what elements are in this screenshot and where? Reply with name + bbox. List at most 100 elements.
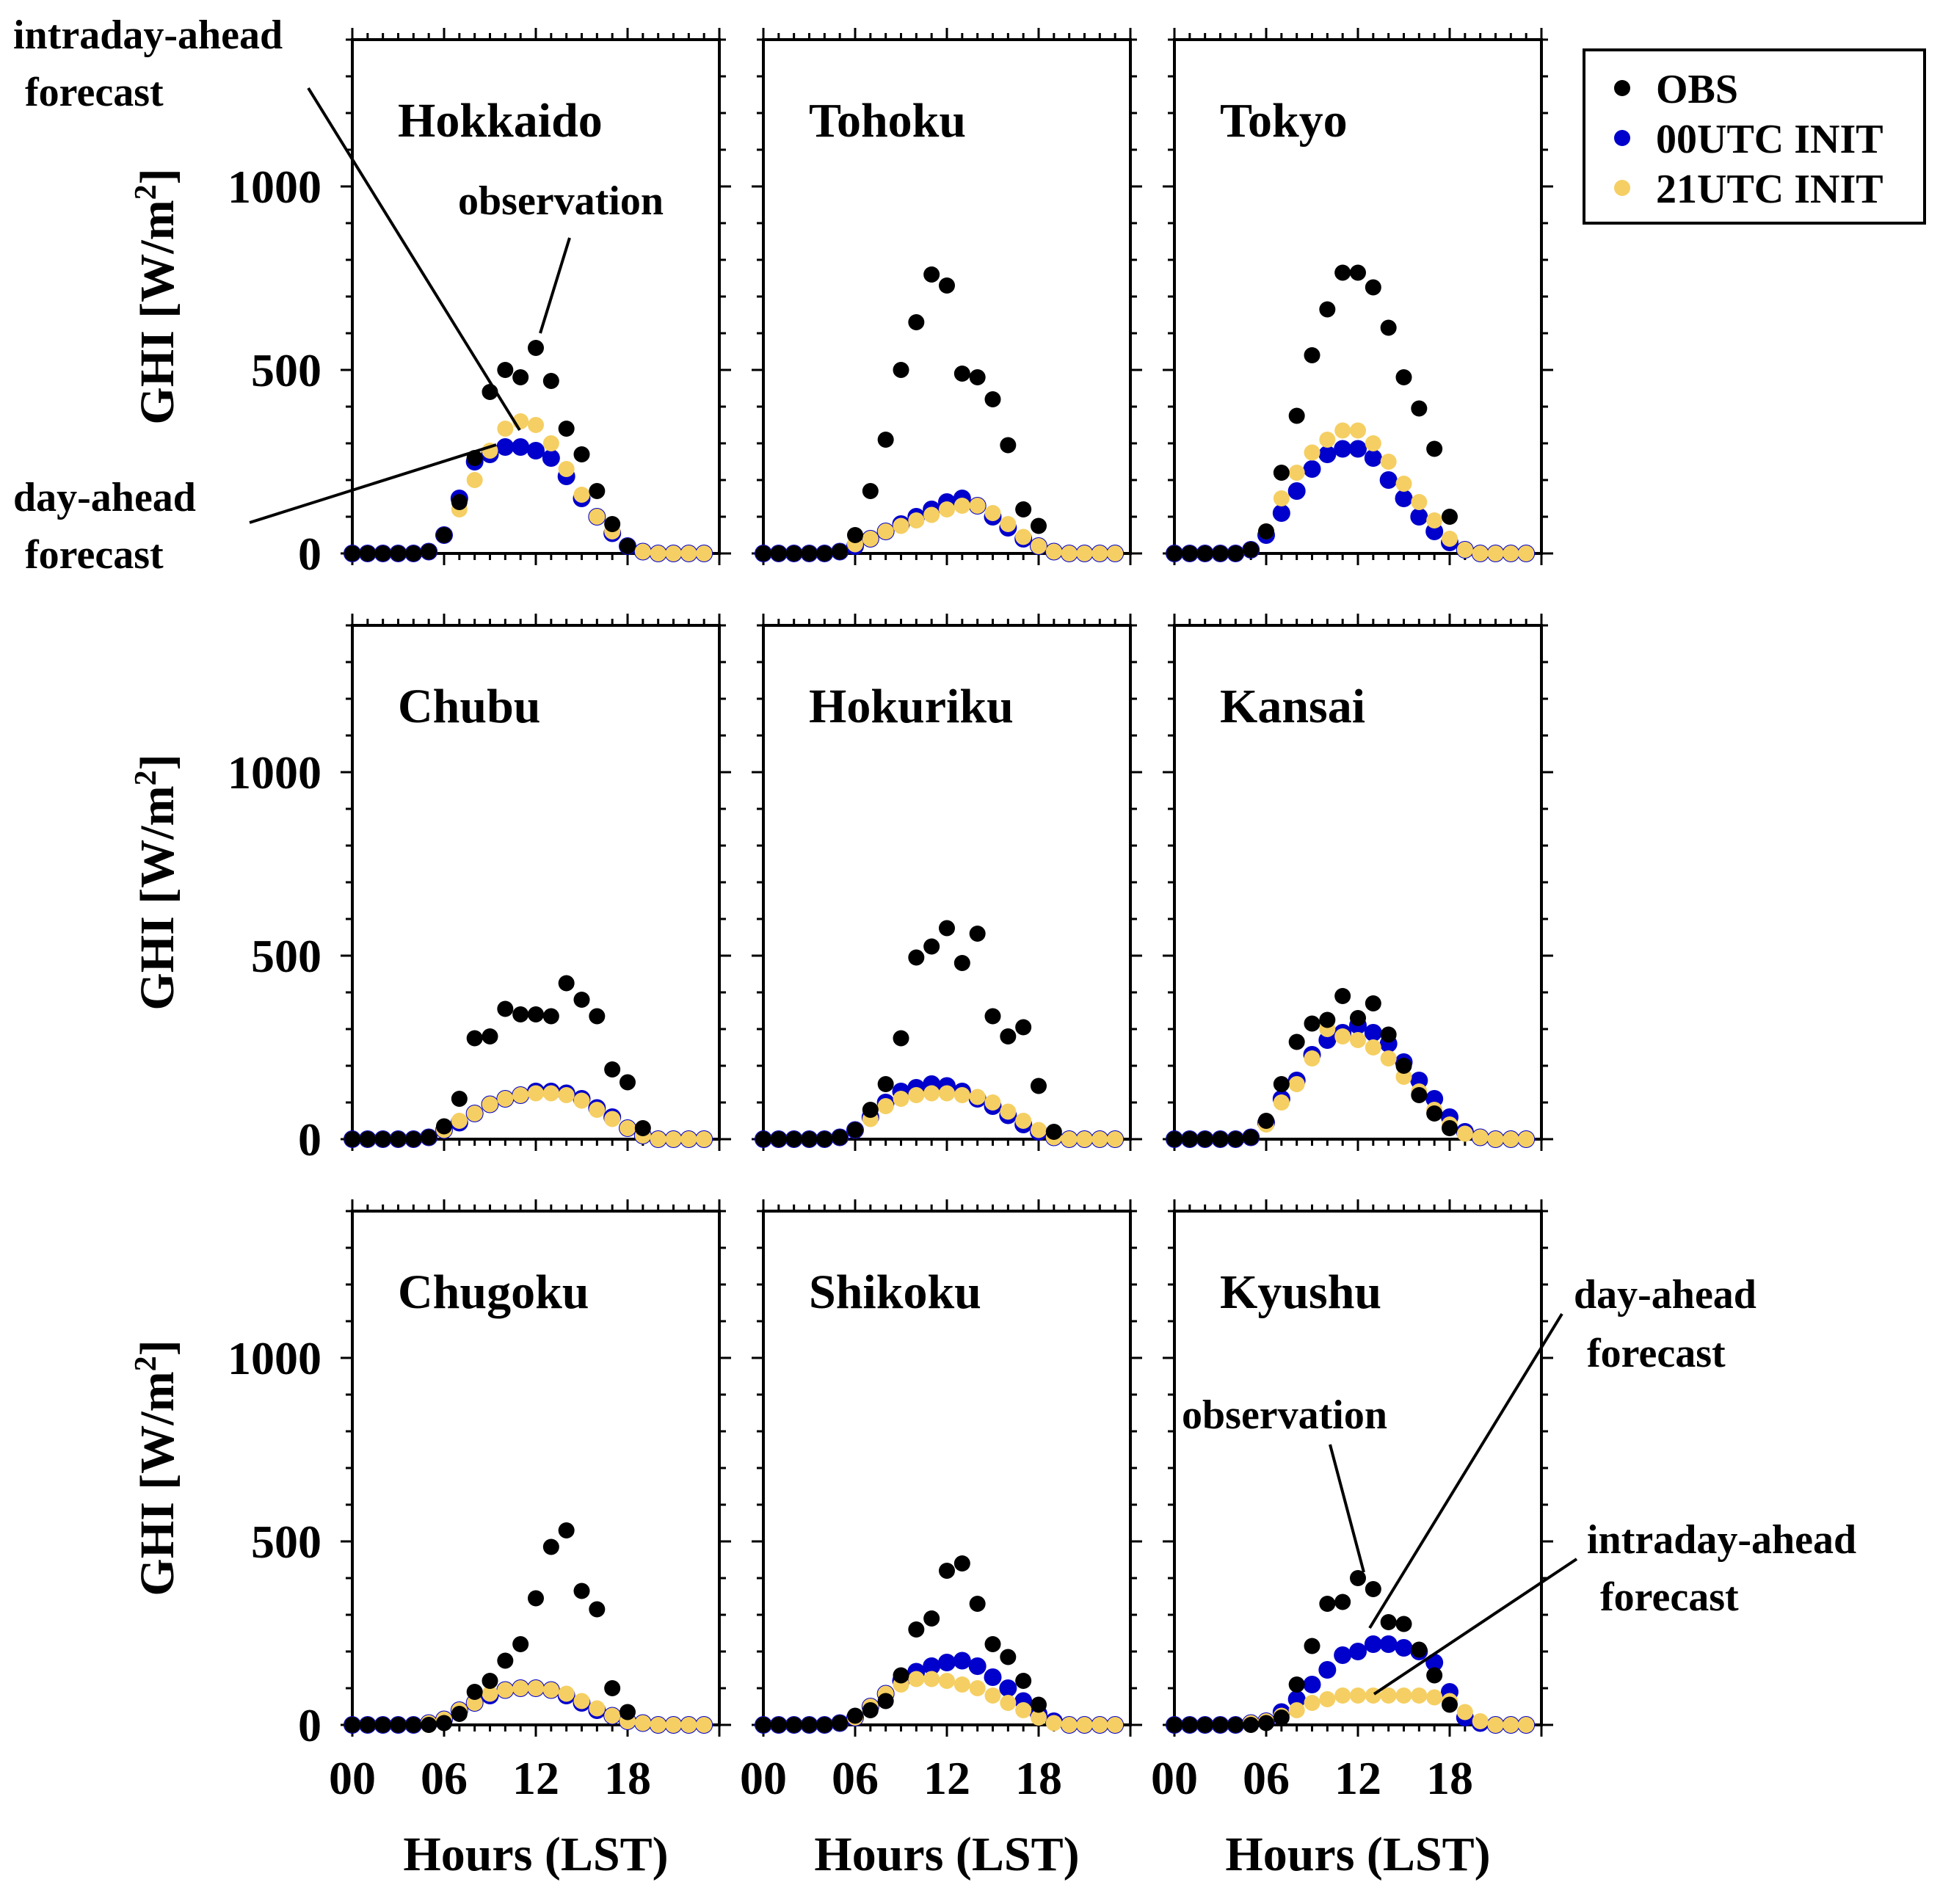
point-init00: [542, 449, 560, 467]
point-init00: [984, 1668, 1002, 1686]
point-obs: [558, 1522, 575, 1538]
annotations-kyushu: day-ahead forecast observation intraday-…: [1182, 1272, 1856, 1696]
point-obs: [770, 545, 787, 562]
legend: OBS 00UTC INIT 21UTC INIT: [1583, 48, 1926, 225]
point-obs: [847, 1707, 863, 1724]
point-obs: [1288, 1033, 1305, 1050]
panel-hokkaido: Hokkaido 0 500 1000 GHI [W/m2]: [129, 28, 731, 580]
point-init21: [512, 1680, 529, 1696]
point-init21: [1380, 1050, 1397, 1067]
point-obs: [359, 1131, 376, 1147]
point-obs: [1288, 1676, 1305, 1693]
x-tick-label: 12: [923, 1752, 970, 1804]
point-obs: [497, 1652, 514, 1669]
legend-label-00utc: 00UTC INIT: [1656, 117, 1883, 162]
point-init21: [923, 506, 940, 523]
point-init21: [665, 545, 682, 562]
panel-title-hokkaido: Hokkaido: [398, 94, 603, 148]
annotation-dayahead-pointer: [249, 443, 497, 524]
point-init21: [466, 472, 483, 488]
point-obs: [1411, 1087, 1428, 1103]
point-init21: [908, 1671, 925, 1687]
point-init21: [1304, 1050, 1320, 1067]
point-init21: [1503, 1717, 1519, 1733]
legend-label-21utc: 21UTC INIT: [1656, 167, 1883, 212]
point-init21: [923, 1671, 940, 1687]
point-obs: [421, 1129, 437, 1146]
x-axis-title: Hours (LST): [814, 1828, 1079, 1881]
point-obs: [466, 1030, 483, 1047]
point-obs: [1380, 1614, 1397, 1630]
point-obs: [1212, 1131, 1229, 1147]
series-init21-hokkaido: [344, 413, 713, 562]
point-obs: [877, 1076, 894, 1092]
point-obs: [1000, 1028, 1017, 1044]
series-init00-tokyo: [1166, 440, 1536, 562]
point-init21: [1031, 1122, 1047, 1138]
point-obs: [969, 1596, 986, 1612]
point-init21: [1518, 1717, 1535, 1733]
point-obs: [1227, 1717, 1244, 1733]
point-obs: [770, 1131, 787, 1147]
y-axis-title-close: ]: [131, 754, 184, 770]
point-init21: [1288, 1076, 1305, 1092]
point-obs: [923, 938, 940, 955]
point-obs: [1015, 501, 1032, 517]
y-tick-label: 1000: [228, 1332, 321, 1384]
point-init21: [984, 1687, 1001, 1704]
annotation-observation: observation: [458, 178, 664, 224]
point-init00: [923, 1657, 941, 1675]
point-init00: [1334, 440, 1352, 458]
point-obs: [893, 1667, 909, 1684]
x-tick-label: 18: [1015, 1752, 1062, 1804]
point-init21: [1426, 1689, 1443, 1706]
y-axis-title: GHI [W/m2]: [129, 168, 184, 424]
point-obs: [634, 1120, 651, 1136]
point-obs: [405, 1717, 422, 1733]
point-init21: [589, 1102, 606, 1118]
panel-tokyo: Tokyo: [1163, 28, 1553, 565]
point-obs: [573, 446, 590, 462]
point-obs: [589, 483, 606, 499]
point-init21: [1319, 432, 1336, 448]
point-init21: [1503, 545, 1519, 562]
point-obs: [1319, 1596, 1336, 1612]
point-init00: [1334, 1646, 1352, 1664]
point-obs: [573, 1583, 590, 1599]
point-init21: [1107, 545, 1124, 562]
point-obs: [589, 1601, 606, 1618]
series-obs-shikoku: [755, 1555, 1047, 1733]
y-tick-label: 0: [298, 528, 321, 580]
y-tick-label: 500: [251, 344, 321, 396]
point-init21: [696, 1131, 713, 1147]
point-init00: [496, 438, 515, 456]
y-axis-title: GHI [W/m2]: [129, 1340, 184, 1596]
point-init21: [528, 417, 544, 433]
point-init21: [604, 1111, 621, 1127]
point-obs: [832, 1129, 849, 1146]
point-init00: [1318, 1661, 1337, 1679]
point-obs: [1411, 400, 1428, 417]
point-init21: [969, 1680, 986, 1696]
y-axis-title-main: GHI [W/m: [131, 200, 184, 424]
point-obs: [847, 1122, 863, 1138]
point-obs: [908, 949, 925, 966]
point-obs: [512, 1636, 529, 1652]
point-init21: [939, 1673, 955, 1689]
point-obs: [1015, 1673, 1032, 1689]
point-obs: [344, 545, 360, 562]
annotation-kyushu-intraday-line1: intraday-ahead: [1587, 1517, 1856, 1563]
panel-title-chugoku: Chugoku: [398, 1265, 589, 1319]
point-init21: [1456, 1704, 1473, 1720]
point-obs: [604, 1680, 621, 1696]
point-init21: [1045, 543, 1062, 560]
point-obs: [512, 369, 529, 385]
point-init21: [634, 1715, 651, 1732]
y-tick-label: 0: [298, 1113, 321, 1166]
y-tick-label: 1000: [228, 161, 321, 213]
point-obs: [816, 1717, 833, 1733]
point-obs: [542, 373, 559, 389]
point-obs: [1411, 1641, 1428, 1658]
point-init21: [877, 1098, 894, 1114]
point-obs: [374, 1717, 391, 1733]
